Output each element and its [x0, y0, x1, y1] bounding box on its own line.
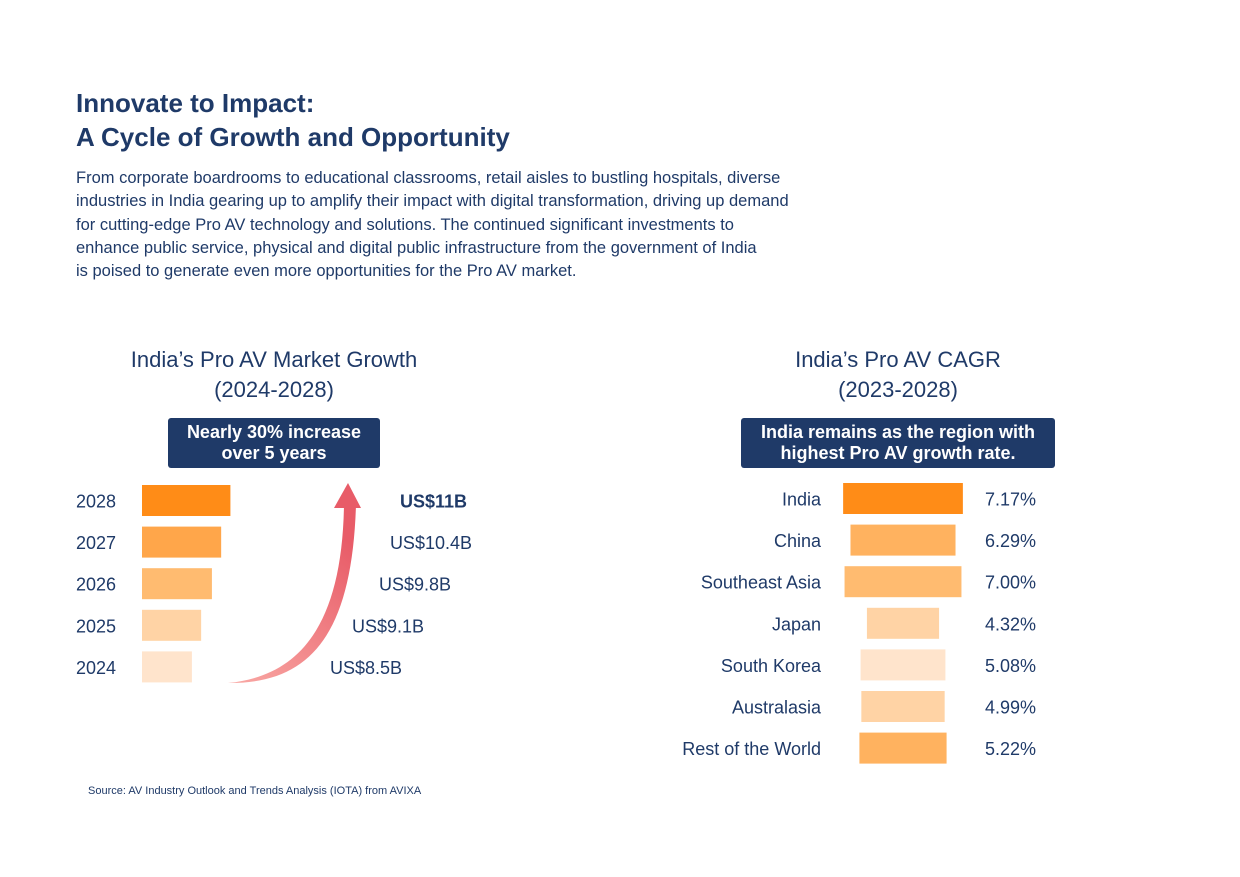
cagr-title-line1: India’s Pro AV CAGR: [795, 347, 1001, 372]
cagr-callout: India remains as the region with highest…: [741, 418, 1055, 468]
market-growth-title: India’s Pro AV Market Growth (2024-2028): [94, 345, 454, 405]
market-growth-callout: Nearly 30% increase over 5 years: [168, 418, 380, 468]
cagr-value-label: 6.29%: [985, 531, 1036, 551]
cagr-value-label: 4.32%: [985, 614, 1036, 634]
intro-paragraph: From corporate boardrooms to educational…: [76, 167, 896, 283]
growth-arrow-shaft: [228, 505, 356, 684]
year-label: 2025: [76, 616, 116, 636]
intro-line: industries in India gearing up to amplif…: [76, 192, 789, 211]
value-label: US$8.5B: [330, 658, 402, 678]
year-label: 2028: [76, 492, 116, 512]
cagr-bar: [850, 524, 956, 556]
growth-bar: [142, 485, 231, 516]
growth-bar: [142, 609, 202, 641]
value-label: US$9.1B: [352, 616, 424, 636]
cagr-value-label: 7.00%: [985, 573, 1036, 593]
market-growth-title-line2: (2024-2028): [214, 377, 334, 402]
cagr-callout-line1: India remains as the region with: [760, 422, 1036, 442]
intro-line: From corporate boardrooms to educational…: [76, 169, 781, 187]
growth-bar: [142, 651, 192, 683]
year-label: 2026: [76, 575, 116, 595]
value-label: US$10.4B: [390, 533, 472, 553]
cagr-bar: [866, 607, 940, 639]
intro-line: for cutting-edge Pro AV technology and s…: [76, 215, 734, 234]
cagr-bar: [843, 483, 963, 514]
growth-bar: [142, 568, 212, 600]
cagr-bar: [860, 649, 946, 681]
cagr-title-line2: (2023-2028): [838, 377, 958, 402]
value-label: US$11B: [400, 492, 467, 512]
market-growth-callout-line2: over 5 years: [221, 443, 327, 463]
intro-line: is poised to generate even more opportun…: [76, 262, 577, 281]
cagr-bar: [859, 732, 947, 764]
cagr-value-label: 4.99%: [985, 698, 1036, 718]
growth-arrow-head: [334, 483, 361, 508]
market-growth-callout-line1: Nearly 30% increase: [186, 422, 362, 442]
cagr-value-label: 7.17%: [985, 490, 1036, 510]
cagr-title: India’s Pro AV CAGR (2023-2028): [728, 345, 1068, 405]
region-label: China: [774, 531, 822, 551]
growth-bar: [142, 526, 222, 558]
cagr-bar: [861, 691, 945, 722]
page-title-line2: A Cycle of Growth and Opportunity: [76, 122, 510, 152]
year-label: 2024: [76, 658, 116, 678]
region-label: Southeast Asia: [701, 573, 822, 593]
region-label: India: [782, 490, 822, 510]
market-growth-chart: 2028 US$11B 2027 US$10.4B 2026 US$9.8B 2025 US$…: [76, 483, 472, 684]
cagr-callout-line2: highest Pro AV growth rate.: [780, 443, 1016, 463]
region-label: South Korea: [721, 656, 822, 676]
region-label: Japan: [772, 614, 821, 634]
region-label: Australasia: [732, 698, 822, 718]
page-title: Innovate to Impact: A Cycle of Growth an…: [76, 86, 510, 154]
value-label: US$9.8B: [379, 575, 451, 595]
page-title-line1: Innovate to Impact:: [76, 88, 315, 118]
source-note: Source: AV Industry Outlook and Trends A…: [88, 785, 422, 797]
year-label: 2027: [76, 533, 116, 553]
intro-line: enhance public service, physical and dig…: [76, 238, 757, 257]
market-growth-title-line1: India’s Pro AV Market Growth: [130, 347, 418, 372]
region-label: Rest of the World: [682, 739, 821, 759]
cagr-value-label: 5.08%: [985, 656, 1036, 676]
cagr-bar: [844, 566, 962, 598]
cagr-value-label: 5.22%: [985, 739, 1036, 759]
